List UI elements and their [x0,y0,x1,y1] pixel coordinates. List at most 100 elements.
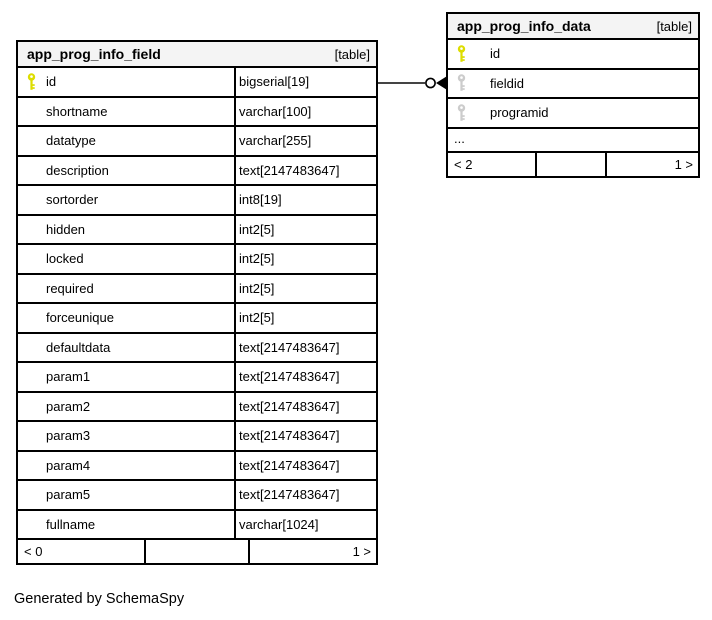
foreign-key-icon [457,74,466,92]
column-name: id [46,74,57,90]
column-row: forceunique int2[5] [18,304,376,334]
table-footer: < 2 1 > [448,152,698,176]
primary-key-icon [457,45,466,62]
column-row: datatype varchar[255] [18,127,376,157]
column-row: fieldid [448,69,698,99]
column-name-cell: param4 [18,451,236,479]
column-type-cell: text[2147483647] [239,428,340,444]
footer-parents-count: 1 > [674,156,693,172]
table-header: app_prog_info_data [table] [448,14,698,40]
column-name: fullname [46,516,96,532]
column-type-cell: varchar[1024] [239,516,319,532]
column-name: param5 [46,487,91,503]
column-type-cell: int8[19] [239,192,282,208]
primary-key-icon [27,73,36,90]
column-type-cell: text[2147483647] [239,398,340,414]
table-title[interactable]: app_prog_info_data [457,18,591,34]
column-row: hidden int2[5] [18,215,376,245]
column-name-cell: defaultdata [18,333,236,361]
column-type-cell: text[2147483647] [239,339,340,355]
column-row: required int2[5] [18,274,376,304]
table-type-badge: [table] [334,46,370,62]
column-row: defaultdata text[2147483647] [18,333,376,363]
column-name-cell: description [18,156,236,184]
column-name: shortname [46,103,108,119]
column-name-cell: locked [18,245,236,273]
column-name: sortorder [46,192,99,208]
column-name: datatype [46,133,96,149]
column-row: param1 text[2147483647] [18,363,376,393]
column-name-cell: sortorder [18,186,236,214]
column-name: description [46,162,109,178]
column-name: hidden [46,221,86,237]
column-type-cell: bigserial[19] [239,74,310,90]
footer-middle-cell [537,152,607,176]
column-row: id bigserial[19] [18,68,376,98]
column-name-cell: ... [448,129,698,151]
column-name-cell: datatype [18,127,236,155]
column-name-cell: param5 [18,481,236,509]
column-name-cell: param1 [18,363,236,391]
column-name: programid [490,105,549,121]
column-type-cell: varchar[100] [239,103,312,119]
column-name: forceunique [46,310,114,326]
arrowhead-endpoint [436,76,446,90]
column-name-cell: param2 [18,392,236,420]
column-type-cell: text[2147483647] [239,487,340,503]
column-name-cell: hidden [18,215,236,243]
column-row: id [448,40,698,70]
column-type-cell: text[2147483647] [239,369,340,385]
column-name: param2 [46,398,91,414]
column-row: param2 text[2147483647] [18,392,376,422]
more-columns-row: ... [448,128,698,153]
column-name: defaultdata [46,339,111,355]
column-name: ... [454,130,465,146]
column-name-cell: fullname [18,510,236,538]
footer-parents-count: 1 > [352,544,371,559]
column-name: param3 [46,428,91,444]
column-name: locked [46,251,84,267]
column-name-cell: param3 [18,422,236,450]
column-row: sortorder int8[19] [18,186,376,216]
column-name: id [490,46,501,62]
table-node-app-prog-info-data[interactable]: app_prog_info_data [table] id fieldid prog… [446,12,700,178]
column-type-cell: int2[5] [239,251,275,267]
column-type-cell: text[2147483647] [239,162,340,178]
footer-middle-cell [146,540,250,563]
table-header: app_prog_info_field [table] [18,42,376,68]
column-type-cell: int2[5] [239,280,275,296]
zero-circle-endpoint [425,77,436,89]
column-row: locked int2[5] [18,245,376,275]
column-name: param1 [46,369,91,385]
column-type-cell: varchar[255] [239,133,312,149]
column-name-cell: programid [448,99,698,127]
generated-by-credit: Generated by SchemaSpy [14,591,185,607]
column-name-cell: id [448,40,698,68]
column-name-cell: fieldid [448,70,698,98]
column-name: required [46,280,94,296]
table-columns: id fieldid programid... [448,40,698,153]
column-type-cell: int2[5] [239,310,275,326]
column-row: param3 text[2147483647] [18,422,376,452]
column-name: param4 [46,457,91,473]
table-columns: id bigserial[19] shortname varchar[100] data… [18,68,376,540]
fk-relationship-connector [378,76,446,90]
column-row: shortname varchar[100] [18,97,376,127]
foreign-key-icon [457,104,466,121]
table-footer: < 0 1 > [18,540,376,563]
column-name-cell: id [18,68,236,96]
column-name-cell: shortname [18,97,236,125]
column-type-cell: text[2147483647] [239,457,340,473]
column-row: param4 text[2147483647] [18,451,376,481]
table-node-app-prog-info-field[interactable]: app_prog_info_field [table] id bigserial[… [16,40,378,565]
column-name-cell: required [18,274,236,302]
column-row: fullname varchar[1024] [18,510,376,540]
column-name: fieldid [490,75,524,91]
column-name-cell: forceunique [18,304,236,332]
column-type-cell: int2[5] [239,221,275,237]
footer-children-count: < 2 [448,152,537,176]
column-row: param5 text[2147483647] [18,481,376,511]
column-row: description text[2147483647] [18,156,376,186]
table-title[interactable]: app_prog_info_field [27,46,161,62]
